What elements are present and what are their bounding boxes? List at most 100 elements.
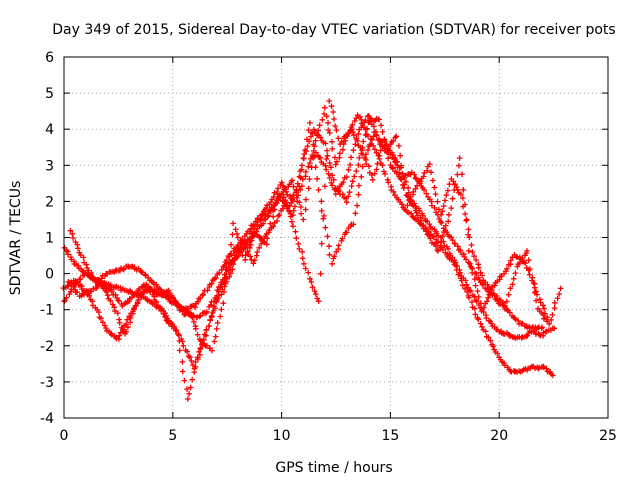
data-point [135, 297, 141, 303]
data-point [468, 288, 474, 294]
data-point [199, 292, 206, 298]
data-point [438, 220, 445, 226]
data-point [376, 116, 382, 123]
data-point [226, 254, 232, 260]
data-point [320, 215, 327, 222]
y-tick-label: -1 [40, 303, 54, 319]
data-point [531, 289, 538, 296]
data-point [322, 224, 329, 231]
data-point [410, 189, 417, 195]
data-point [379, 162, 386, 168]
data-point [457, 247, 464, 253]
data-point [304, 136, 310, 143]
data-point [340, 179, 347, 185]
data-point [479, 272, 485, 279]
data-point [211, 303, 217, 309]
data-point [116, 332, 123, 339]
data-point [414, 182, 420, 189]
data-point [167, 290, 173, 296]
data-point [485, 295, 491, 301]
data-point [340, 146, 346, 153]
data-point [294, 187, 300, 194]
data-point [350, 178, 356, 185]
data-point [330, 109, 336, 115]
data-point [440, 203, 447, 209]
data-point [371, 170, 378, 177]
data-point [311, 288, 318, 294]
data-point [270, 223, 276, 230]
data-point [298, 166, 305, 173]
data-point [256, 233, 262, 240]
x-tick-label: 10 [273, 428, 291, 444]
data-point [140, 288, 147, 295]
data-point [450, 178, 457, 185]
data-point [401, 174, 407, 181]
data-point [517, 260, 523, 266]
data-point [313, 291, 319, 297]
data-point [353, 168, 359, 174]
data-point [232, 226, 239, 233]
data-point [315, 127, 321, 134]
data-point [303, 169, 309, 175]
data-point [226, 274, 233, 280]
data-point [408, 197, 414, 203]
data-point [467, 260, 473, 267]
data-point [469, 249, 476, 255]
data-point [189, 376, 195, 383]
data-point [309, 284, 316, 290]
data-point [473, 298, 480, 305]
data-point [308, 279, 315, 285]
data-point [98, 315, 104, 322]
data-point [318, 240, 325, 247]
data-point [382, 171, 388, 177]
data-point [333, 127, 340, 133]
data-point [369, 136, 375, 143]
x-axis-label: GPS time / hours [275, 460, 392, 476]
data-point [288, 200, 295, 206]
data-point [131, 306, 137, 313]
data-point [274, 191, 281, 198]
y-tick-label: 3 [45, 158, 54, 174]
data-point [329, 261, 335, 267]
data-point [305, 185, 312, 192]
data-point [502, 303, 508, 309]
data-point [461, 251, 467, 257]
data-point [247, 242, 254, 248]
data-point [171, 297, 178, 304]
data-point [289, 177, 295, 184]
data-point [515, 318, 522, 324]
data-point [378, 122, 384, 129]
data-point [184, 348, 190, 355]
data-point [463, 256, 469, 263]
data-point [292, 228, 299, 235]
data-point [359, 147, 365, 153]
data-point [213, 326, 220, 332]
data-point [61, 245, 68, 251]
data-point [337, 150, 343, 157]
data-point [223, 257, 230, 263]
data-point [356, 182, 362, 189]
data-point [304, 143, 311, 149]
data-point [118, 324, 125, 331]
data-point [228, 241, 234, 248]
data-point [326, 160, 333, 166]
data-point [354, 202, 360, 209]
data-point [454, 186, 461, 193]
data-point [347, 162, 353, 168]
data-point [306, 176, 313, 182]
data-point [350, 129, 356, 135]
data-point [428, 169, 434, 176]
data-point [363, 151, 369, 158]
data-point [325, 127, 331, 133]
data-point [220, 300, 227, 306]
data-point [292, 203, 298, 210]
data-point [223, 275, 230, 282]
data-point [465, 226, 472, 233]
data-point [552, 300, 558, 306]
data-point [96, 309, 102, 315]
data-point [541, 315, 547, 322]
data-point [186, 391, 192, 397]
data-point [412, 186, 419, 192]
y-tick-label: -4 [40, 411, 54, 427]
data-point [507, 257, 514, 264]
